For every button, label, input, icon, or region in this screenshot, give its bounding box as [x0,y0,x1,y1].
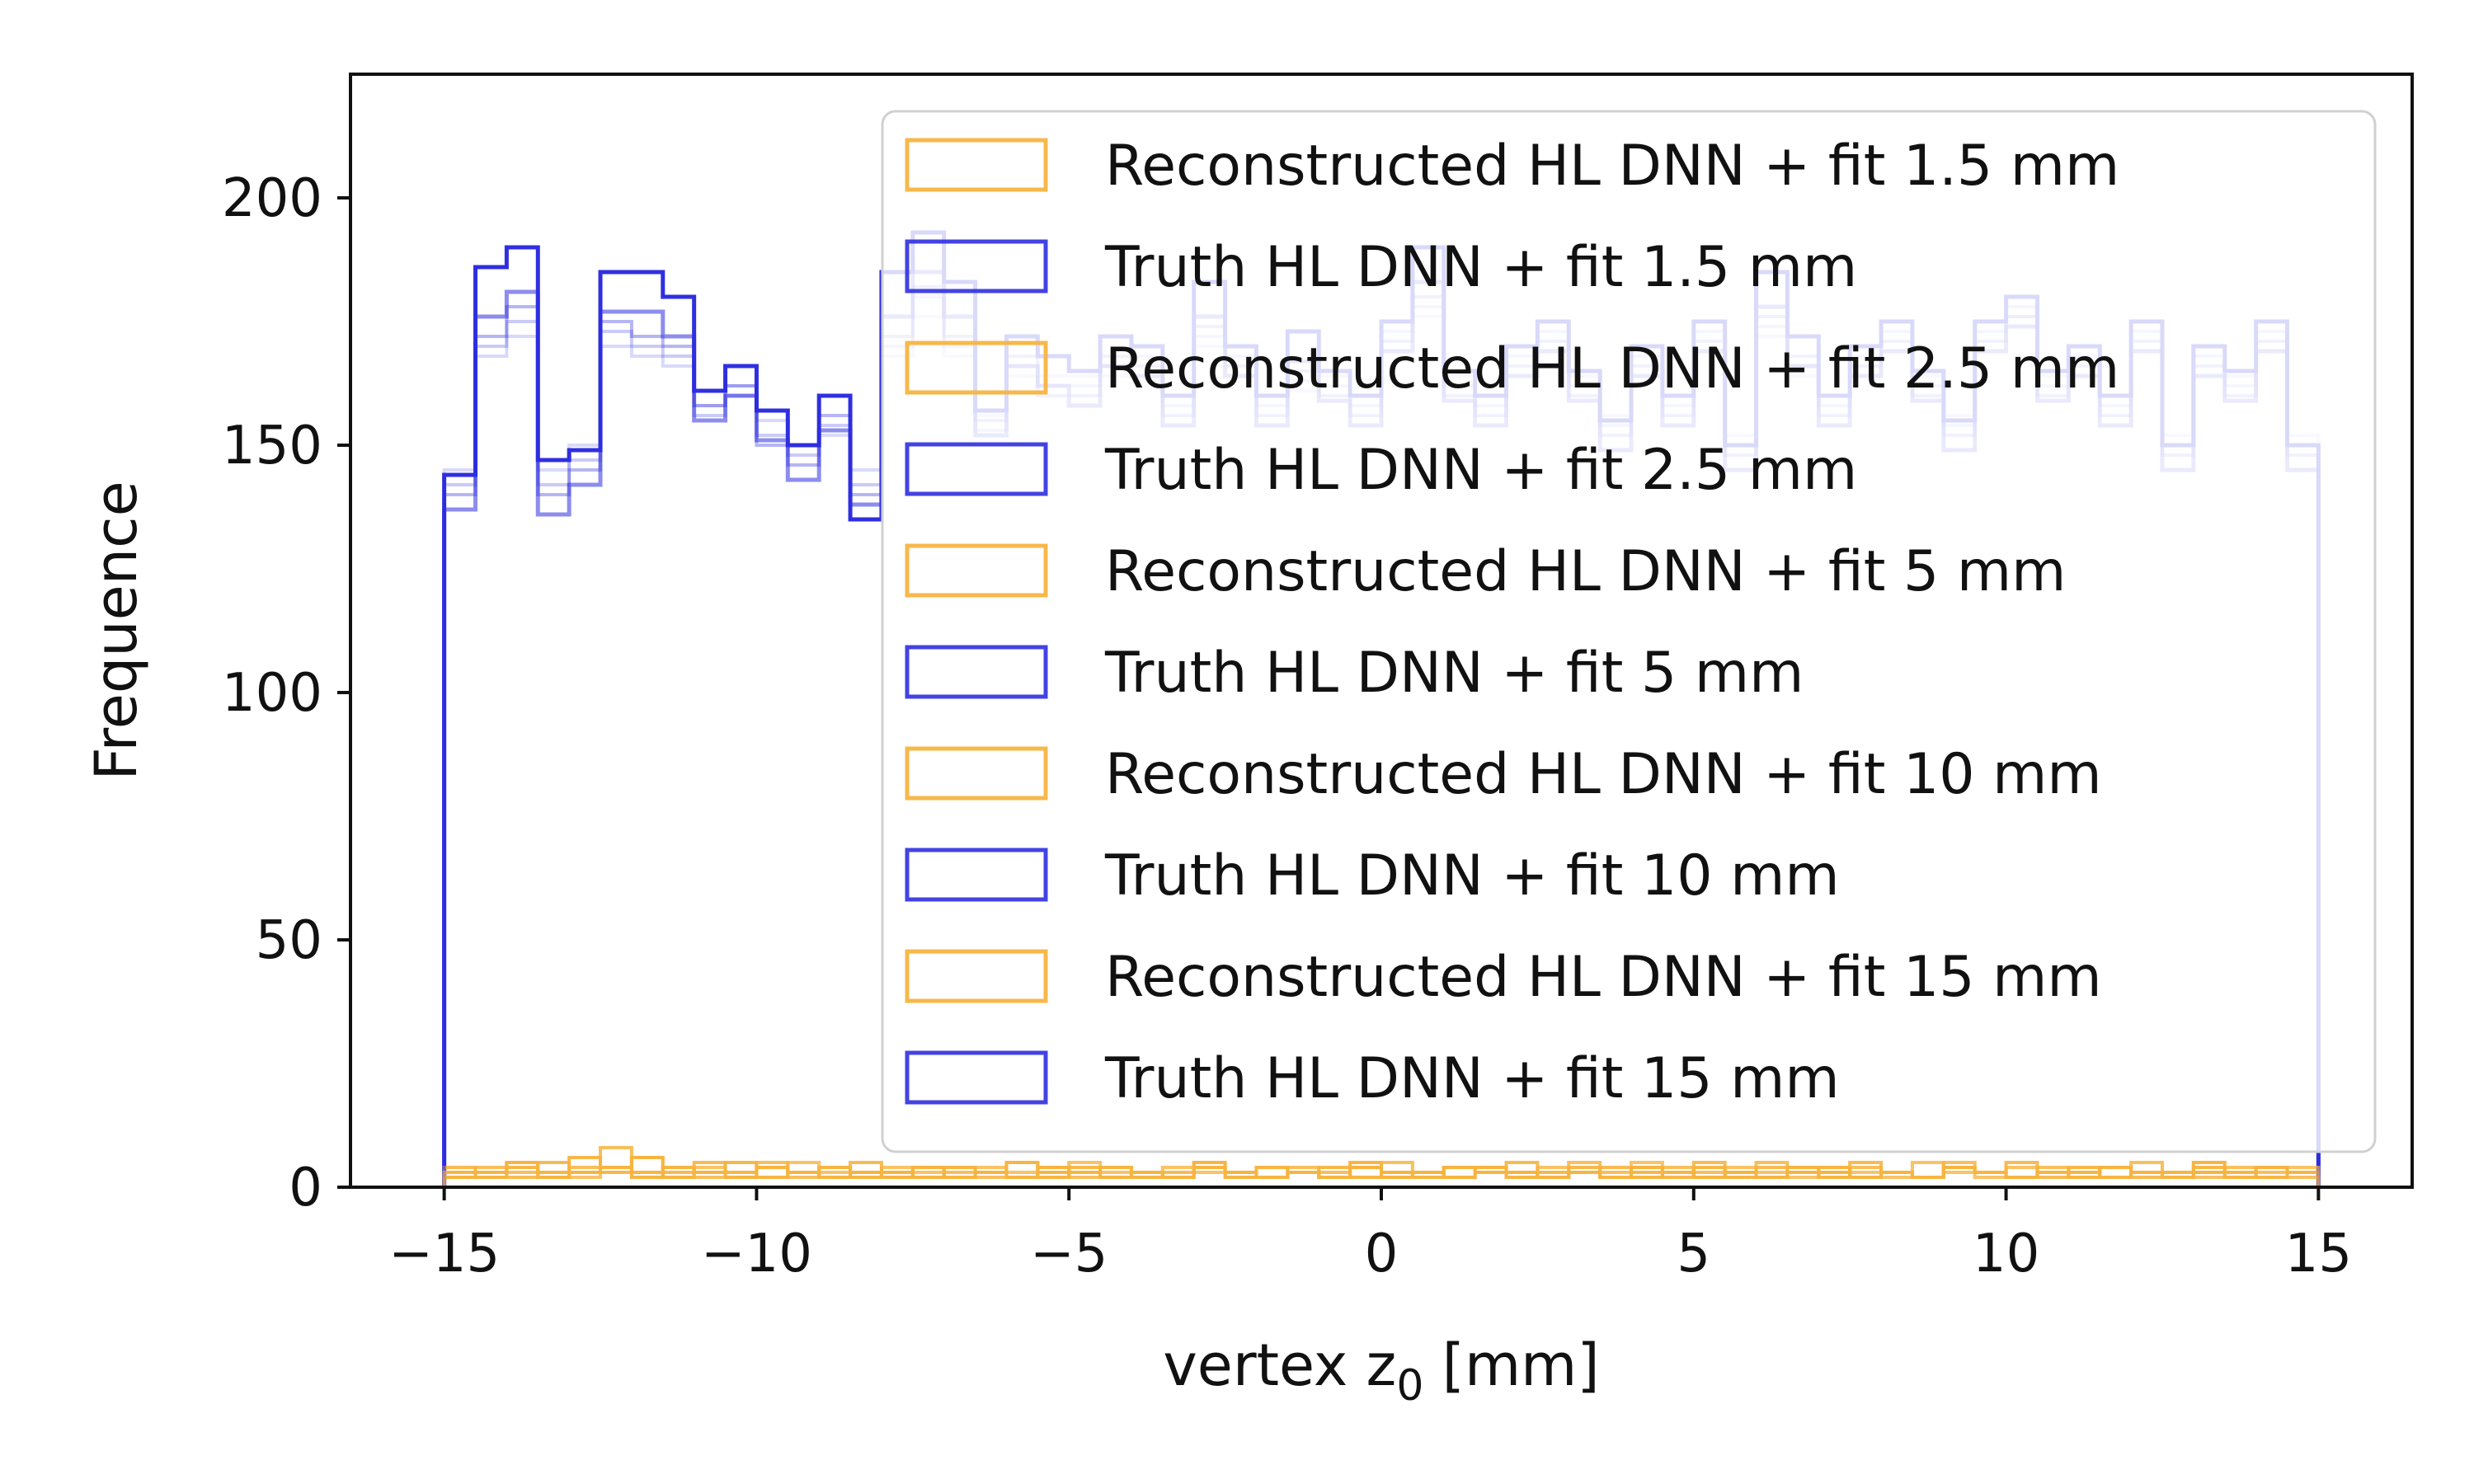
legend-swatch [905,340,1048,395]
legend-swatch [905,1050,1048,1105]
y-tick-label-2: 50 [256,910,322,971]
x-axis-label-subscript: 0 [1396,1361,1423,1411]
legend-swatch [905,949,1048,1003]
legend-swatch [905,645,1048,699]
legend-swatch [905,543,1048,598]
x-axis-label: vertex z0 [mm] [1163,1331,1599,1411]
y-tick-label-4: 150 [222,416,322,477]
legend-item: Reconstructed HL DNN + fit 1.5 mm [905,134,2119,199]
legend-item: Reconstructed HL DNN + fit 15 mm [905,945,2102,1010]
legend-items: Reconstructed HL DNN + fit 1.5 mm Truth H… [905,134,2119,1111]
x-axis: −15 −10 −5 0 5 10 15 [388,1187,2352,1284]
legend-swatch [905,138,1048,192]
legend-label: Reconstructed HL DNN + fit 1.5 mm [1105,134,2119,199]
legend-swatch [905,848,1048,902]
x-tick-label-7: 15 [2285,1223,2352,1284]
legend-item: Truth HL DNN + fit 10 mm [905,843,1840,909]
legend-swatch [905,239,1048,294]
legend-item: Reconstructed HL DNN + fit 2.5 mm [905,336,2119,402]
legend-label: Reconstructed HL DNN + fit 2.5 mm [1105,336,2119,402]
legend-label: Truth HL DNN + fit 5 mm [1104,641,1804,706]
y-tick-label-5: 200 [222,168,322,229]
legend-item: Truth HL DNN + fit 1.5 mm [905,235,1857,300]
x-tick-label-5: 5 [1677,1223,1710,1284]
y-axis: 0 50 100 150 200 [222,168,350,1219]
legend-label: Reconstructed HL DNN + fit 10 mm [1105,742,2102,807]
x-axis-label-main: vertex z [1163,1331,1396,1399]
series-line-9 [442,1161,2321,1187]
y-axis-label: Frequence [82,481,150,780]
x-axis-label-unit: [mm] [1423,1331,1599,1399]
legend-label: Reconstructed HL DNN + fit 5 mm [1105,539,2066,604]
x-tick-label-3: −5 [1030,1223,1108,1284]
legend-label: Reconstructed HL DNN + fit 15 mm [1105,945,2102,1010]
legend-item: Truth HL DNN + fit 2.5 mm [905,438,1857,503]
x-tick-label-2: −10 [701,1223,812,1284]
legend-swatch [905,442,1048,496]
legend-item: Reconstructed HL DNN + fit 5 mm [905,539,2066,604]
legend: Reconstructed HL DNN + fit 1.5 mm Truth H… [881,110,2377,1153]
legend-label: Truth HL DNN + fit 10 mm [1104,843,1840,909]
legend-item: Reconstructed HL DNN + fit 10 mm [905,742,2102,807]
legend-label: Truth HL DNN + fit 2.5 mm [1104,438,1857,503]
legend-item: Truth HL DNN + fit 5 mm [905,641,1804,706]
y-tick-label-1: 0 [289,1158,322,1219]
legend-item: Truth HL DNN + fit 15 mm [905,1046,1840,1111]
legend-label: Truth HL DNN + fit 1.5 mm [1104,235,1857,300]
x-tick-label-6: 10 [1973,1223,2039,1284]
legend-box [881,110,2377,1153]
y-tick-label-3: 100 [222,663,322,724]
legend-swatch [905,746,1048,801]
x-tick-label-1: −15 [388,1223,500,1284]
legend-label: Truth HL DNN + fit 15 mm [1104,1046,1840,1111]
x-tick-label-4: 0 [1365,1223,1399,1284]
